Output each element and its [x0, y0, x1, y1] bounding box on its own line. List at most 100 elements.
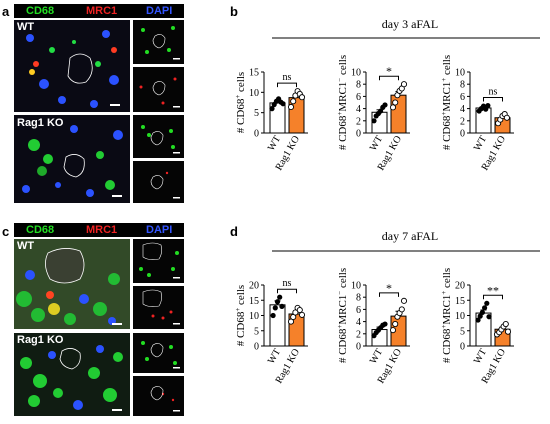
micrograph-wt-merge-day7	[14, 239, 130, 329]
data-point	[504, 328, 512, 335]
data-point	[277, 294, 283, 300]
y-tick-label: 0	[356, 129, 361, 140]
x-tick-label: WT	[368, 134, 385, 153]
genotype-label-rag1ko-c: Rag1 KO	[17, 334, 64, 346]
y-tick-label: 10	[455, 311, 465, 322]
data-point	[371, 118, 377, 124]
y-tick-label: 10	[249, 88, 259, 99]
significance-label: ns	[283, 72, 292, 83]
y-tick-label: 6	[460, 92, 465, 103]
panel-label-a: a	[2, 4, 10, 19]
panel-a-channel-header: CD68 MRC1 DAPI	[14, 4, 184, 18]
data-point	[279, 303, 285, 309]
y-axis-label: # CD68+MRC1− cells	[336, 55, 349, 150]
data-point	[382, 102, 388, 108]
significance-label: ns	[489, 87, 498, 98]
significance-bracket	[379, 75, 399, 81]
y-tick-label: 20	[249, 281, 259, 292]
channel-label-cd68: CD68	[26, 224, 55, 236]
significance-bracket	[277, 82, 297, 88]
data-point	[272, 305, 278, 311]
timepoint-title-day3: day 3 aFAL	[382, 17, 438, 31]
significance-label: *	[386, 281, 392, 295]
y-axis-label: # CD68+ cells	[234, 72, 247, 133]
y-tick-label: 5	[254, 108, 259, 119]
data-point	[484, 300, 490, 306]
y-tick-label: 0	[460, 342, 465, 353]
y-tick-label: 0	[254, 342, 259, 353]
x-tick-label: WT	[266, 347, 283, 366]
y-tick-label: 5	[254, 326, 259, 337]
y-tick-label: 20	[455, 281, 465, 292]
x-tick-label: WT	[266, 134, 283, 153]
y-tick-label: 10	[351, 68, 361, 79]
significance-bracket	[483, 97, 503, 102]
data-point	[296, 306, 303, 314]
data-point	[479, 309, 485, 316]
data-point	[298, 94, 306, 101]
data-point	[482, 305, 488, 311]
micrograph-rag1ko-cd68-day3	[133, 115, 184, 158]
y-tick-label: 10	[249, 311, 259, 322]
micrograph-rag1ko-mrc1-day3	[133, 161, 184, 203]
micrograph-rag1ko-merge-day3	[14, 115, 130, 203]
genotype-label-wt-c: WT	[17, 240, 35, 252]
panel-label-b: b	[230, 4, 238, 19]
y-axis-label: # CD68+MRC1− cells	[336, 268, 349, 363]
data-point	[486, 314, 492, 320]
micrograph-wt-mrc1-day3	[133, 67, 184, 112]
significance-label: ns	[283, 278, 292, 289]
y-tick-label: 10	[455, 68, 465, 79]
data-point	[485, 102, 491, 109]
micrograph-wt-cd68-day3	[133, 20, 184, 64]
genotype-label-wt-a: WT	[17, 21, 35, 33]
y-tick-label: 0	[356, 342, 361, 353]
micrograph-wt-merge-day3	[14, 20, 130, 112]
y-tick-label: 2	[356, 116, 361, 127]
y-tick-label: 4	[460, 104, 465, 115]
data-point	[503, 114, 510, 121]
y-axis-label: # CD68+MRC1+ cells	[440, 268, 453, 363]
y-axis-label: # CD68+ cells	[234, 285, 247, 346]
data-point	[400, 81, 408, 88]
y-tick-label: 15	[249, 296, 259, 307]
data-point	[392, 320, 399, 328]
y-tick-label: 2	[460, 116, 465, 127]
y-axis-label: # CD68+MRC1+ cells	[440, 55, 453, 150]
panel-label-d: d	[230, 224, 238, 239]
bar-wt	[269, 304, 286, 347]
x-tick-label: WT	[368, 347, 385, 366]
data-point	[287, 103, 295, 111]
y-tick-label: 5	[460, 326, 465, 337]
channel-label-mrc1: MRC1	[86, 5, 118, 17]
y-tick-label: 2	[356, 329, 361, 340]
channel-label-dapi: DAPI	[146, 224, 173, 236]
channel-label-mrc1: MRC1	[86, 224, 118, 236]
data-point	[280, 101, 286, 107]
data-point	[400, 297, 408, 304]
genotype-label-rag1ko-a: Rag1 KO	[17, 117, 64, 129]
data-point	[389, 104, 397, 111]
significance-bracket	[277, 288, 297, 294]
data-point	[389, 327, 397, 334]
data-point	[382, 321, 388, 327]
y-tick-label: 4	[356, 317, 361, 328]
panel-c-channel-header: CD68 MRC1 DAPI	[14, 223, 184, 237]
y-tick-label: 8	[460, 80, 465, 91]
micrograph-rag1ko-merge-day7	[14, 333, 130, 416]
x-tick-label: WT	[472, 347, 489, 366]
panel-label-c: c	[2, 224, 10, 239]
significance-label: **	[487, 283, 499, 297]
significance-label: *	[386, 64, 392, 78]
y-tick-label: 6	[356, 92, 361, 103]
data-point	[290, 98, 297, 105]
y-tick-label: 0	[460, 129, 465, 140]
channel-label-dapi: DAPI	[146, 5, 173, 17]
significance-bracket	[379, 292, 399, 297]
significance-bracket	[483, 294, 503, 300]
data-point	[502, 320, 509, 328]
